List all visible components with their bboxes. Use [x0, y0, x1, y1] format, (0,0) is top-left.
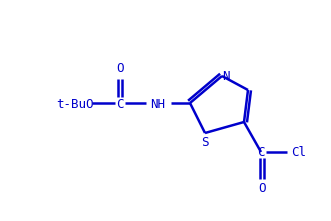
Text: N: N [222, 69, 230, 82]
Text: t-BuO: t-BuO [56, 97, 94, 110]
Text: Cl: Cl [292, 147, 307, 160]
Text: C: C [116, 97, 124, 110]
Text: NH: NH [151, 97, 166, 110]
Text: O: O [116, 63, 124, 76]
Text: O: O [258, 183, 266, 196]
Text: C: C [257, 147, 265, 160]
Text: S: S [201, 135, 209, 149]
